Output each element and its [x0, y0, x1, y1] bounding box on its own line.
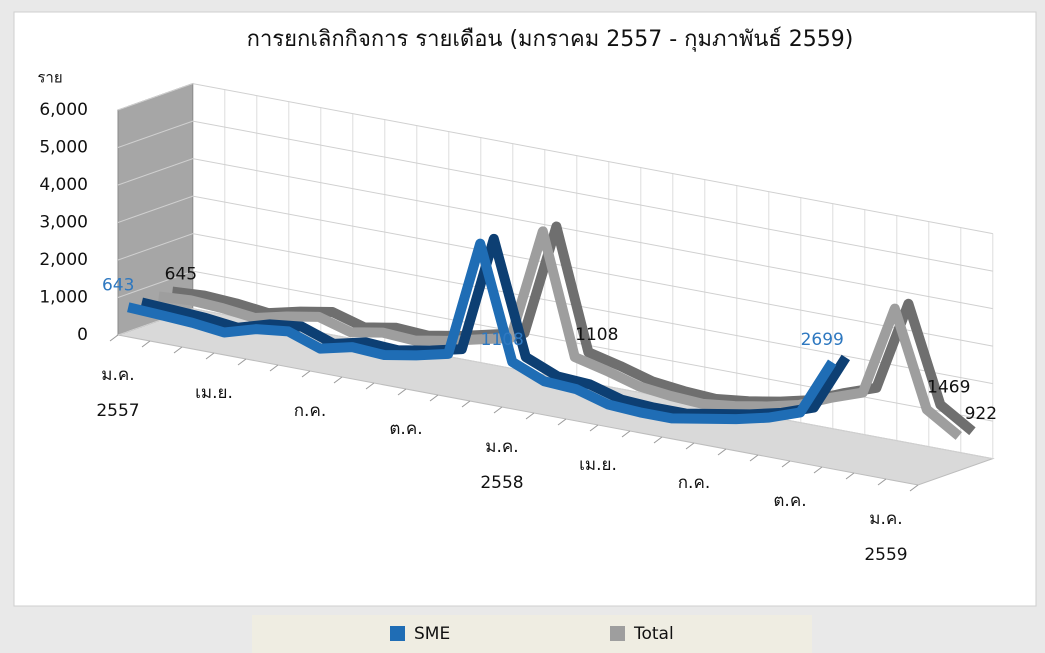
grid-line [117, 83, 993, 235]
x-tick [909, 484, 919, 492]
x-tick-label: ต.ค. [773, 491, 806, 511]
x-tick [845, 472, 855, 480]
grid-line [117, 195, 993, 347]
grid-line [117, 158, 993, 310]
x-tick [781, 460, 791, 468]
x-tick-label: เม.ย. [579, 455, 617, 475]
y-tick-label: 2,000 [39, 250, 88, 270]
chart-title: การยกเลิกกิจการ รายเดือน (มกราคม 2557 - … [247, 27, 854, 52]
x-tick [365, 382, 375, 390]
x-tick [237, 358, 247, 366]
x-tick-label: 2557 [96, 401, 139, 421]
legend-label: SME [414, 624, 450, 644]
x-tick-label: ก.ค. [678, 473, 710, 493]
x-tick [621, 430, 631, 438]
x-tick [749, 454, 759, 462]
ribbon [158, 226, 962, 440]
x-tick [461, 400, 471, 408]
x-tick [269, 364, 279, 372]
legend-background [252, 615, 812, 653]
legend-label: Total [633, 624, 674, 644]
x-tick-label: ม.ค. [869, 509, 902, 529]
x-tick-label: 2558 [480, 473, 523, 493]
x-tick [109, 334, 119, 342]
x-tick [589, 424, 599, 432]
x-tick [429, 394, 439, 402]
legend-swatch [610, 626, 625, 641]
y-tick-label: 1,000 [39, 288, 88, 308]
data-label: 2699 [801, 330, 844, 350]
y-tick-label: 0 [77, 325, 88, 345]
y-tick-label: 3,000 [39, 213, 88, 233]
x-tick [333, 376, 343, 384]
x-tick [205, 352, 215, 360]
x-tick [493, 406, 503, 414]
y-tick-label: 4,000 [39, 175, 88, 195]
data-label: 1108 [575, 325, 618, 345]
x-tick [877, 478, 887, 486]
grid-line [117, 233, 993, 385]
x-tick-label: ม.ค. [101, 365, 134, 385]
data-label: 1108 [481, 330, 524, 350]
x-tick [173, 346, 183, 354]
x-tick-label: 2559 [864, 545, 907, 565]
x-tick-label: ต.ค. [389, 419, 422, 439]
x-tick-label: ม.ค. [485, 437, 518, 457]
x-tick [717, 448, 727, 456]
x-tick [653, 436, 663, 444]
x-tick [685, 442, 695, 450]
y-tick-label: 5,000 [39, 138, 88, 158]
legend-swatch [390, 626, 405, 641]
data-label: 643 [102, 275, 134, 295]
ribbon [127, 238, 837, 425]
data-label: 922 [965, 404, 997, 424]
x-tick [141, 340, 151, 348]
x-tick-label: เม.ย. [195, 383, 233, 403]
data-label: 645 [165, 264, 197, 284]
y-axis-label: ราย [37, 69, 62, 87]
x-tick-label: ก.ค. [294, 401, 326, 421]
data-label: 1469 [927, 378, 970, 398]
x-tick [813, 466, 823, 474]
x-tick [557, 418, 567, 426]
grid-line [117, 270, 993, 422]
y-tick-label: 6,000 [39, 100, 88, 120]
x-tick [301, 370, 311, 378]
x-tick [397, 388, 407, 396]
x-tick [525, 412, 535, 420]
grid-line [117, 120, 993, 272]
